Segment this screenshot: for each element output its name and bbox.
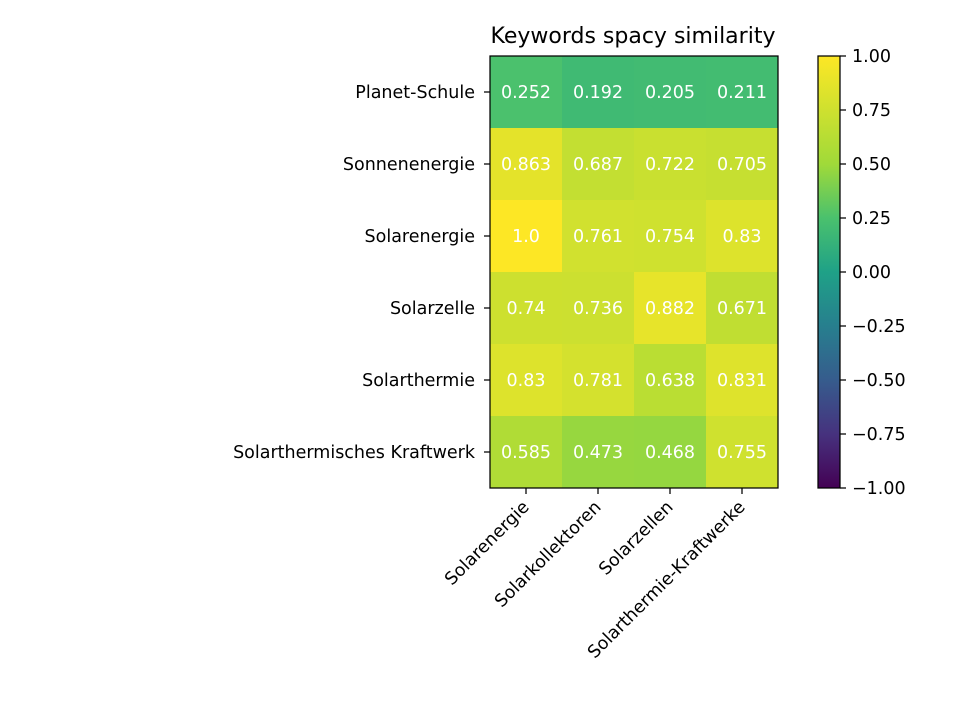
heatmap-cell: [562, 272, 635, 345]
heatmap-cell: [562, 344, 635, 417]
colorbar-tick-label: −1.00: [852, 479, 906, 499]
cell-value-label: 0.722: [645, 155, 695, 175]
colorbar-tick-label: 0.00: [852, 263, 891, 283]
cell-value-label: 0.638: [645, 371, 695, 391]
heatmap-cell: [706, 272, 779, 345]
cell-value-label: 0.192: [573, 83, 623, 103]
colorbar-tick-label: −0.25: [852, 317, 906, 337]
heatmap-cell: [706, 344, 779, 417]
cell-value-label: 0.882: [645, 299, 695, 319]
cell-value-label: 0.705: [717, 155, 767, 175]
cell-value-label: 0.74: [507, 299, 546, 319]
heatmap-cell: [634, 416, 707, 489]
colorbar-tick-label: 0.50: [852, 155, 891, 175]
heatmap-cell: [562, 416, 635, 489]
cell-value-label: 1.0: [512, 227, 540, 247]
cell-value-label: 0.468: [645, 443, 695, 463]
y-tick-label: Solarenergie: [365, 227, 475, 247]
cell-value-label: 0.671: [717, 299, 767, 319]
cell-value-label: 0.205: [645, 83, 695, 103]
heatmap-cell: [706, 56, 779, 129]
cell-value-label: 0.687: [573, 155, 623, 175]
heatmap-cell: [490, 272, 563, 345]
colorbar-tick-label: 0.75: [852, 101, 891, 121]
y-tick-label: Solarthermisches Kraftwerk: [233, 443, 476, 463]
colorbar-tick-label: 0.25: [852, 209, 891, 229]
cell-value-label: 0.252: [501, 83, 551, 103]
cell-value-label: 0.754: [645, 227, 695, 247]
heatmap-cell: [562, 200, 635, 273]
heatmap-cell: [706, 200, 779, 273]
cell-value-label: 0.211: [717, 83, 767, 103]
x-axis: SolarenergieSolarkollektorenSolarzellenS…: [441, 488, 750, 663]
colorbar-gradient: [818, 56, 840, 488]
y-tick-label: Solarthermie: [362, 371, 475, 391]
heatmap-cell: [634, 344, 707, 417]
heatmap-cell: [634, 272, 707, 345]
heatmap-cell: [490, 56, 563, 129]
cell-value-label: 0.831: [717, 371, 767, 391]
cell-value-label: 0.781: [573, 371, 623, 391]
y-axis: Planet-Schule Sonnenenergie Solarenergie So…: [233, 83, 490, 463]
y-tick-label: Sonnenenergie: [343, 155, 475, 175]
cell-value-label: 0.83: [507, 371, 546, 391]
heatmap-cells: [490, 56, 779, 489]
colorbar-tick-label: 1.00: [852, 47, 891, 67]
chart-title: Keywords spacy similarity: [491, 24, 776, 49]
heatmap-cell: [490, 200, 563, 273]
cell-value-label: 0.473: [573, 443, 623, 463]
heatmap-cell: [490, 344, 563, 417]
heatmap-cell: [490, 416, 563, 489]
cell-value-label: 0.761: [573, 227, 623, 247]
heatmap-cell-labels: 0.252 0.192 0.205 0.211 0.863 0.687 0.722 0.705…: [501, 83, 767, 463]
cell-value-label: 0.736: [573, 299, 623, 319]
cell-value-label: 0.83: [723, 227, 762, 247]
heatmap-cell: [634, 56, 707, 129]
heatmap-cell: [562, 56, 635, 129]
heatmap-cell: [634, 200, 707, 273]
cell-value-label: 0.755: [717, 443, 767, 463]
colorbar-tick-label: −0.50: [852, 371, 906, 391]
y-tick-label: Planet-Schule: [355, 83, 475, 103]
cell-value-label: 0.863: [501, 155, 551, 175]
heatmap-cell: [706, 416, 779, 489]
cell-value-label: 0.585: [501, 443, 551, 463]
heatmap-frame: [489, 55, 779, 489]
heatmap-cell: [706, 128, 779, 201]
heatmap-cell: [562, 128, 635, 201]
colorbar-tick-label: −0.75: [852, 425, 906, 445]
colorbar-axis: 1.00 0.75 0.50 0.25 0.00 −0.25 −0.50 −0.75 −1.00: [840, 47, 906, 499]
heatmap-cell: [634, 128, 707, 201]
y-tick-label: Solarzelle: [390, 299, 475, 319]
heatmap-cell: [490, 128, 563, 201]
